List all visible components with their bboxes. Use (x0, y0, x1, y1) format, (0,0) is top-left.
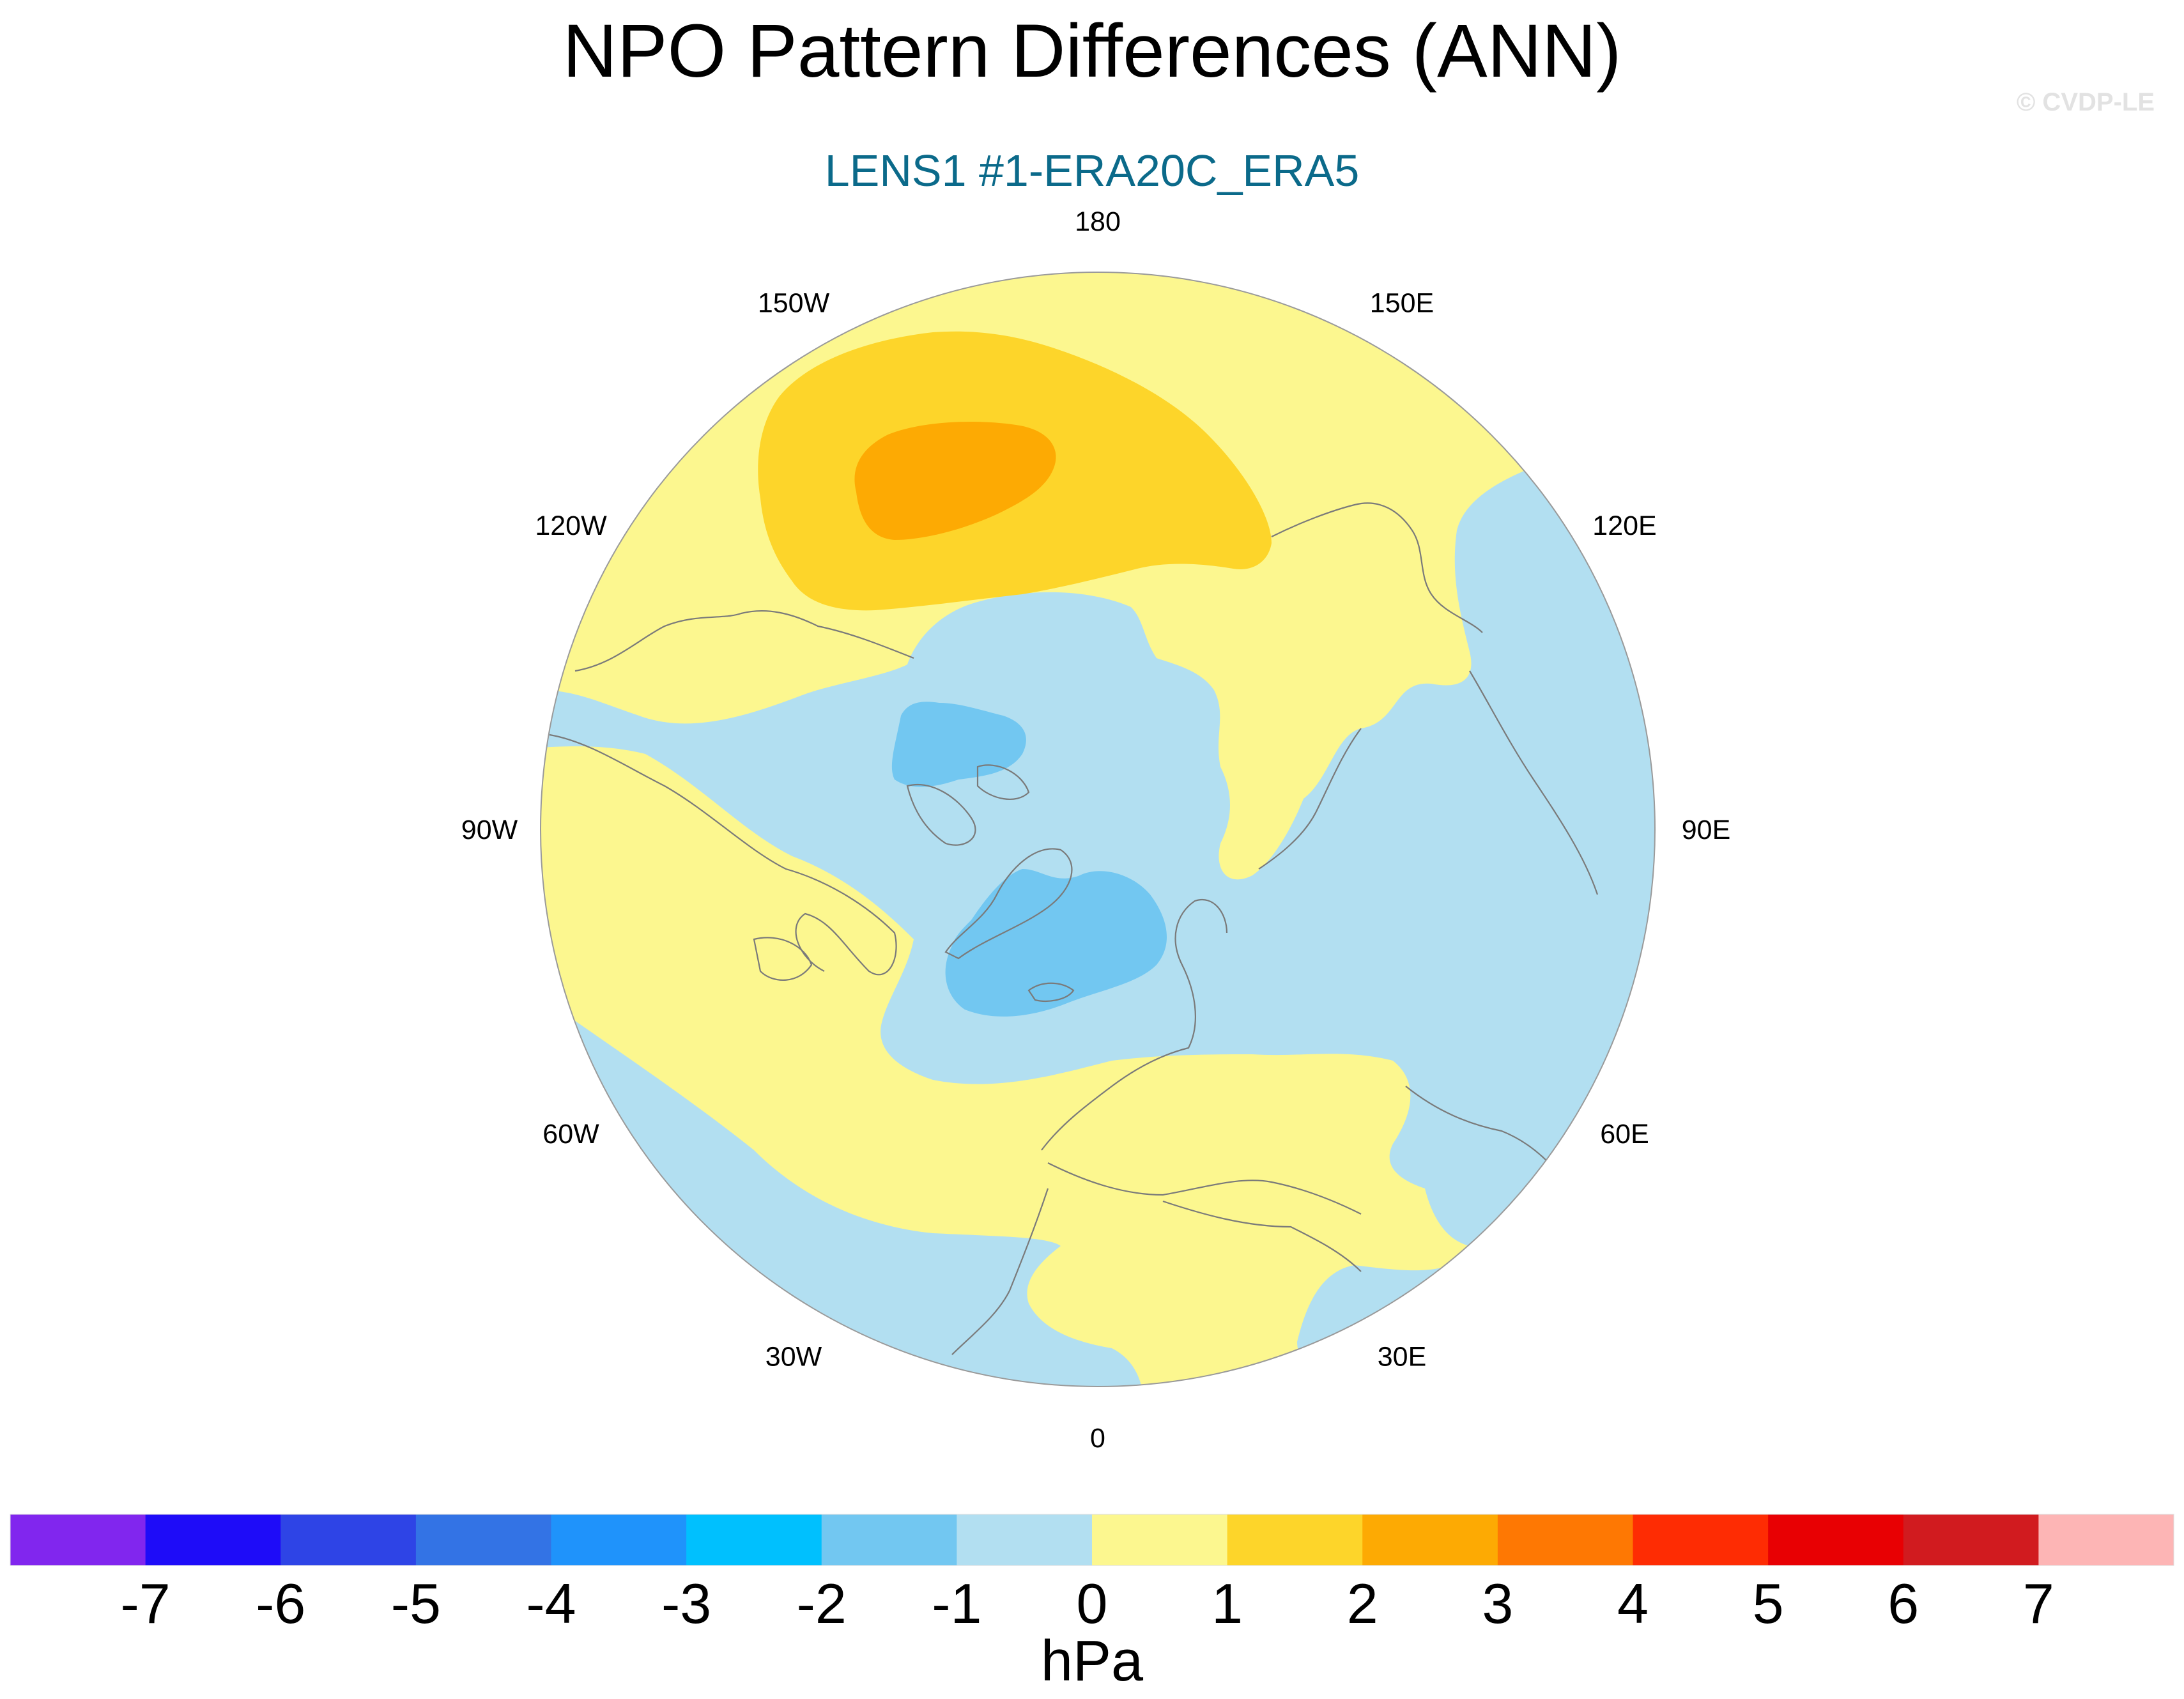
colorbar-swatch (1633, 1514, 1769, 1565)
colorbar-tick-label: 2 (1347, 1572, 1378, 1635)
coastline-greenland (944, 848, 1073, 960)
lon-label-90w: 90W (461, 815, 518, 845)
colorbar-swatch (145, 1514, 281, 1565)
colorbar-swatch (1768, 1514, 1904, 1565)
colorbar-tick-label: -5 (391, 1572, 441, 1635)
colorbar-swatch (1227, 1514, 1363, 1565)
lon-label-120e: 120E (1592, 511, 1656, 541)
coastline-iceland (1027, 982, 1075, 1002)
lon-label-180: 180 (1075, 206, 1121, 237)
page-title: NPO Pattern Differences (ANN) (562, 9, 1622, 93)
lon-label-150e: 150E (1370, 288, 1434, 319)
coastline-canadian-archipelago (906, 764, 1030, 846)
lon-label-120w: 120W (535, 511, 607, 541)
colorbar-swatch (1497, 1514, 1634, 1565)
colorbar-swatch (821, 1514, 957, 1565)
colorbar-tick-label: -7 (121, 1572, 171, 1635)
contour-fill-2-to-3 (854, 422, 1056, 540)
colorbar-swatch (686, 1514, 822, 1565)
colorbar-tick-label: -4 (526, 1572, 576, 1635)
coastline-europe (1041, 899, 1362, 1215)
coastline-africa (951, 1188, 1362, 1355)
coastline-alaska (574, 610, 914, 672)
colorbar-tick-label: -3 (661, 1572, 711, 1635)
contour-fill-minus2-to-minus1-iceland (945, 869, 1167, 1017)
map-subtitle: LENS1 #1-ERA20C_ERA5 (824, 146, 1360, 196)
longitude-labels: 180 150E 120E 90E 60E 30E 0 30W 60W 90W 120W 150W (461, 206, 1730, 1454)
colorbar-tick-label: 4 (1617, 1572, 1649, 1635)
colorbar-tick-label: 3 (1482, 1572, 1513, 1635)
colorbar-swatch (1092, 1514, 1228, 1565)
coastline-north-america (549, 734, 897, 976)
colorbar-swatch (281, 1514, 417, 1565)
coastlines (549, 502, 1599, 1355)
colorbar-swatch (1903, 1514, 2039, 1565)
colorbar-swatch (1362, 1514, 1498, 1565)
colorbar-tick-label: 0 (1077, 1572, 1108, 1635)
lon-label-150w: 150W (758, 288, 830, 319)
colorbar-swatch (10, 1514, 146, 1565)
credit-watermark: © CVDP-LE (2016, 88, 2155, 116)
colorbar-outline (10, 1514, 2174, 1566)
coastline-hudson-bay (753, 937, 813, 981)
colorbar-swatch (957, 1514, 1093, 1565)
colorbar-tick-label: 7 (2023, 1572, 2054, 1635)
colorbar-swatch (2038, 1514, 2174, 1565)
colorbar-tick-label: 1 (1211, 1572, 1243, 1635)
colorbar-tick-label: -1 (932, 1572, 981, 1635)
colorbar-tick-label: -6 (256, 1572, 305, 1635)
polar-map-disc (541, 272, 1655, 1387)
lon-label-60w: 60W (542, 1119, 599, 1149)
colorbar-tick-label: 6 (1888, 1572, 1919, 1635)
colorbar-swatch (415, 1514, 552, 1565)
lon-label-30w: 30W (765, 1342, 822, 1372)
colorbar: -7 -6 -5 -4 -3 -2 -1 0 1 2 3 4 5 6 7 hPa (10, 1514, 2174, 1693)
map-border (540, 272, 1656, 1387)
coastline-asia (1258, 502, 1599, 1195)
colorbar-swatch (551, 1514, 687, 1565)
lon-label-0: 0 (1090, 1423, 1105, 1454)
colorbar-unit-label: hPa (1041, 1629, 1144, 1693)
colorbar-tick-label: -2 (797, 1572, 847, 1635)
lon-label-90e: 90E (1682, 815, 1731, 845)
colorbar-tick-label: 5 (1753, 1572, 1784, 1635)
lon-label-30e: 30E (1378, 1342, 1427, 1372)
lon-label-60e: 60E (1600, 1119, 1649, 1149)
